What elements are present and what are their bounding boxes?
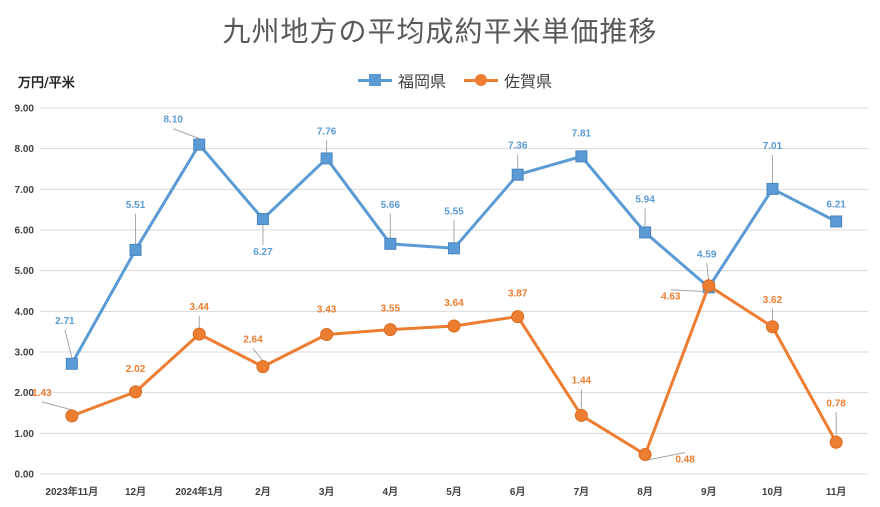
data-label: 5.66 [381, 200, 401, 211]
data-label: 4.59 [697, 249, 717, 260]
data-label: 8.10 [163, 115, 183, 126]
data-label: 2.02 [126, 364, 146, 375]
data-point [256, 213, 269, 226]
data-point [193, 138, 206, 151]
data-label: 5.55 [444, 206, 464, 217]
data-point [447, 319, 461, 333]
data-point [65, 409, 79, 423]
x-tick-label: 4月 [383, 486, 399, 498]
data-label: 1.43 [32, 388, 52, 399]
x-tick-label: 11月 [826, 486, 847, 498]
data-point [638, 447, 652, 461]
x-tick-label: 10月 [762, 486, 783, 498]
legend-item-fukuoka: 福岡県 [358, 68, 446, 92]
x-tick-label: 3月 [319, 486, 335, 498]
data-point [575, 150, 588, 163]
data-label: 3.87 [508, 289, 528, 300]
legend-label-saga: 佐賀県 [504, 72, 553, 91]
data-point [320, 328, 334, 342]
chart-title: 九州地方の平均成約平米単価推移 [222, 15, 658, 48]
y-tick-label: 4.00 [15, 307, 35, 318]
legend-item-saga: 佐賀県 [464, 68, 552, 92]
data-label: 1.44 [572, 375, 592, 386]
leader-line [252, 348, 264, 361]
legend-swatch-fukuoka [358, 73, 392, 87]
x-tick-label: 2月 [255, 486, 271, 498]
x-tick-label: 7月 [574, 486, 590, 498]
y-tick-label: 7.00 [15, 185, 35, 196]
leader-line [41, 401, 72, 411]
data-point [574, 408, 588, 422]
data-label: 5.51 [126, 200, 146, 211]
y-tick-label: 6.00 [15, 226, 35, 237]
data-point [702, 279, 716, 293]
y-tick-label: 0.00 [15, 470, 35, 481]
data-label: 3.62 [763, 295, 783, 306]
data-point [765, 320, 779, 334]
data-point [65, 357, 78, 370]
data-label: 3.64 [444, 298, 464, 309]
data-point [384, 237, 397, 250]
y-axis-unit-label: 万円/平米 [18, 76, 75, 91]
y-tick-label: 2.00 [15, 388, 35, 399]
data-label: 2.64 [243, 335, 263, 346]
x-tick-label: 5月 [446, 486, 462, 498]
data-point [511, 310, 525, 324]
data-point [383, 323, 397, 337]
legend: 福岡県 佐賀県 [358, 68, 552, 92]
leader-line [670, 289, 709, 293]
series-saga: 1.43 2.02 3.44 2.64 3.43 3.55 3.64 3.87 1.44 0.48… [32, 279, 846, 465]
data-point [829, 435, 843, 449]
data-label: 7.36 [508, 141, 528, 152]
x-tick-label: 2024年1月 [175, 485, 223, 498]
data-point [256, 360, 270, 374]
y-tick-label: 5.00 [15, 266, 35, 277]
x-tick-label: 6月 [510, 486, 526, 498]
data-label: 7.76 [317, 126, 337, 137]
y-tick-label: 3.00 [15, 348, 35, 359]
legend-label-fukuoka: 福岡県 [398, 72, 447, 91]
data-label: 4.63 [661, 292, 681, 303]
data-label: 7.01 [763, 141, 783, 152]
x-tick-label: 12月 [125, 486, 146, 498]
data-point [639, 226, 652, 239]
data-label: 2.71 [55, 316, 75, 327]
legend-swatch-saga [464, 73, 499, 87]
y-tick-label: 8.00 [15, 144, 35, 155]
data-label: 3.43 [317, 305, 337, 316]
y-tick-label: 1.00 [15, 429, 35, 440]
x-tick-label: 8月 [637, 486, 653, 498]
data-label: 5.94 [635, 194, 655, 205]
leader-line [173, 128, 200, 140]
data-label: 7.81 [572, 128, 592, 139]
data-point [129, 243, 142, 256]
data-point [448, 242, 460, 255]
data-point [830, 215, 843, 228]
data-point [192, 327, 206, 341]
data-label: 6.27 [253, 247, 273, 258]
data-point [766, 182, 779, 195]
data-point [129, 385, 143, 399]
data-label: 3.44 [189, 302, 209, 313]
data-point [511, 168, 524, 181]
data-label: 3.55 [381, 304, 401, 315]
x-tick-label: 2023年11月 [45, 485, 98, 498]
leader-line [644, 451, 686, 461]
y-tick-label: 9.00 [15, 104, 35, 115]
data-label: 6.21 [826, 199, 846, 210]
data-point [320, 152, 333, 165]
leader-line [706, 263, 710, 282]
leader-line [64, 329, 73, 358]
data-label: 0.78 [826, 398, 846, 409]
x-tick-label: 9月 [701, 486, 717, 498]
data-label: 0.48 [675, 454, 695, 465]
